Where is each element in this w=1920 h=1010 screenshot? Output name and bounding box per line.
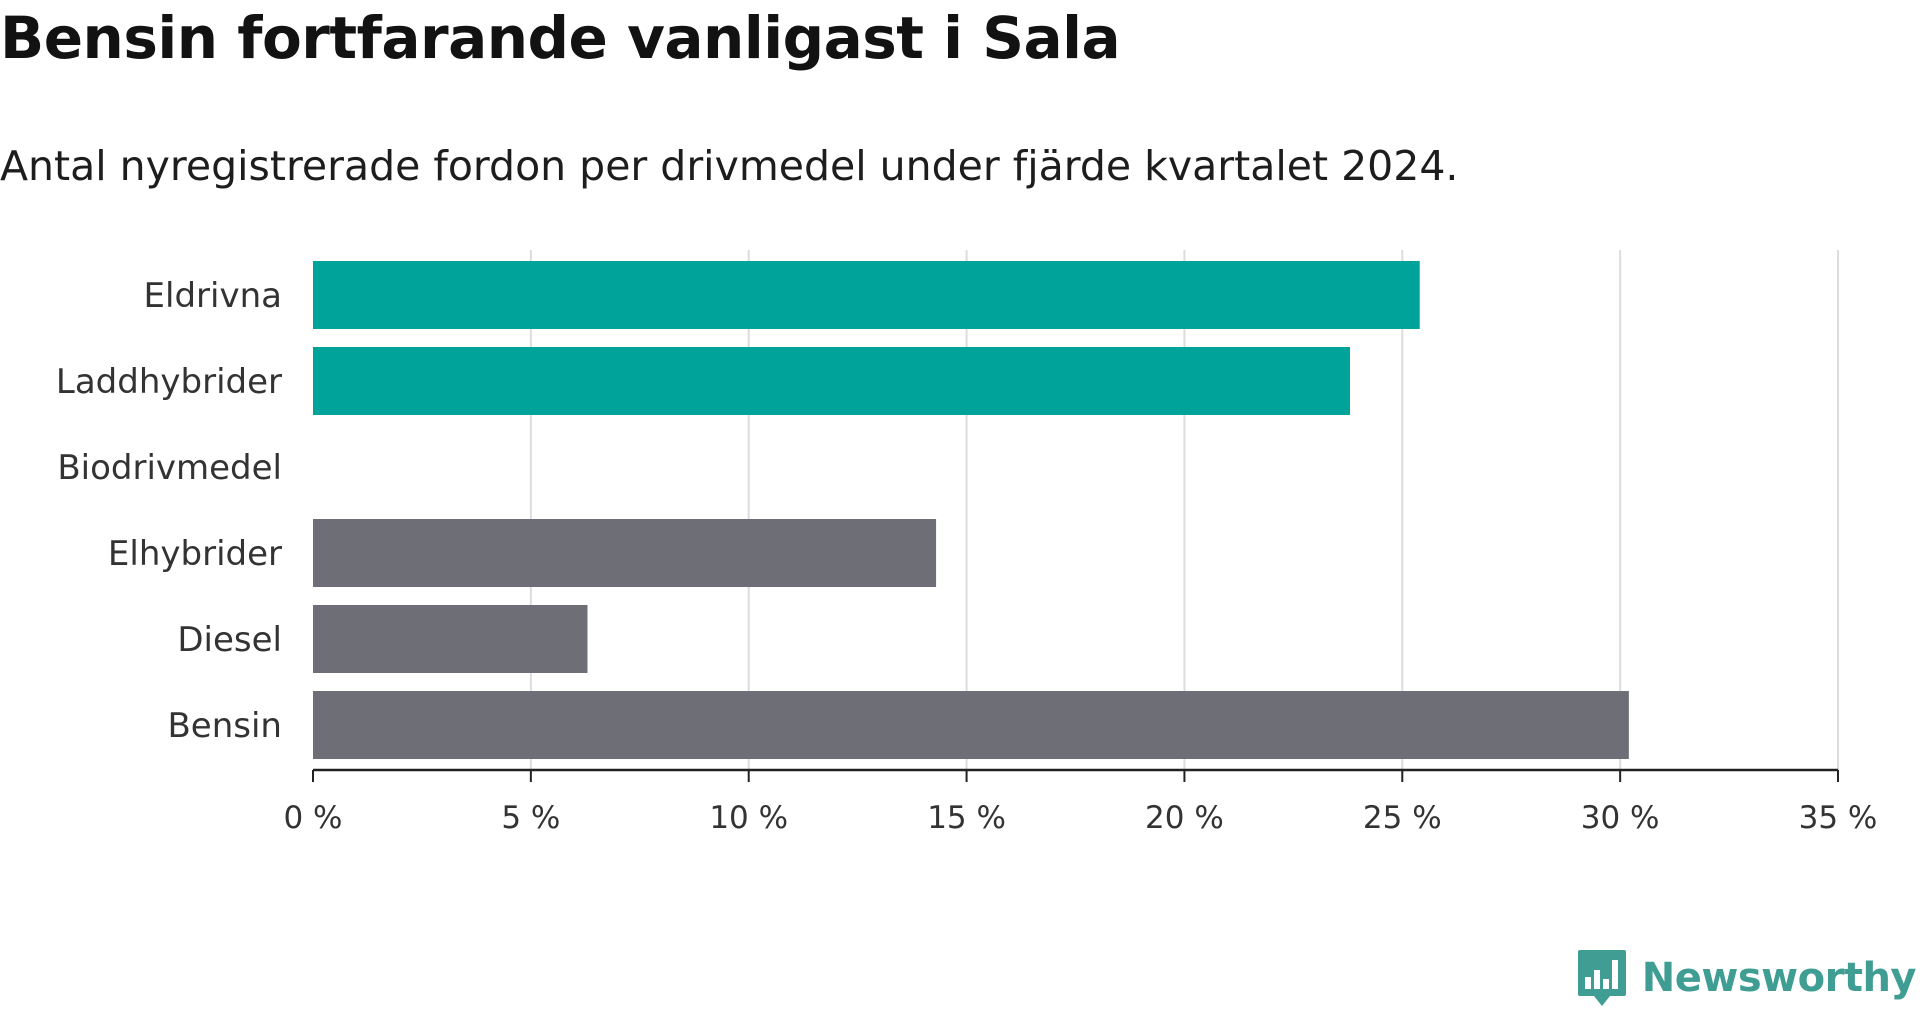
- x-tick-label: 15 %: [927, 800, 1006, 836]
- category-label: Diesel: [177, 620, 282, 660]
- chart-subtitle: Antal nyregistrerade fordon per drivmede…: [0, 142, 1459, 190]
- bar-diesel: [313, 605, 588, 673]
- x-tick-label: 0 %: [283, 800, 342, 836]
- x-tick-label: 30 %: [1581, 800, 1660, 836]
- category-label: Bensin: [167, 706, 282, 746]
- category-label: Elhybrider: [108, 534, 282, 574]
- category-label: Laddhybrider: [56, 362, 282, 402]
- x-tick-label: 20 %: [1145, 800, 1224, 836]
- x-tick-label: 35 %: [1799, 800, 1878, 836]
- category-label: Biodrivmedel: [57, 448, 282, 488]
- category-labels: Eldrivna Laddhybrider Biodrivmedel Elhybrid…: [56, 276, 282, 746]
- bars: [313, 261, 1629, 759]
- bar-eldrivna: [313, 261, 1420, 329]
- x-tick-label: 10 %: [709, 800, 788, 836]
- x-axis: 0 % 5 % 10 % 15 % 20 % 25 % 30 % 35 %: [283, 768, 1878, 836]
- bar-elhybrider: [313, 519, 937, 587]
- brand-name: Newsworthy: [1641, 955, 1917, 1001]
- chart-bubble-icon: [1577, 950, 1626, 1006]
- bar-laddhybrider: [313, 347, 1350, 415]
- x-tick-label: 25 %: [1363, 800, 1442, 836]
- chart-title: Bensin fortfarande vanligast i Sala: [0, 4, 1121, 72]
- x-tick-label: 5 %: [501, 800, 560, 836]
- bar-bensin: [313, 691, 1629, 759]
- gridlines: [529, 250, 1839, 770]
- category-label: Eldrivna: [144, 276, 282, 316]
- newsworthy-logo: Newsworthy: [1576, 948, 1917, 1008]
